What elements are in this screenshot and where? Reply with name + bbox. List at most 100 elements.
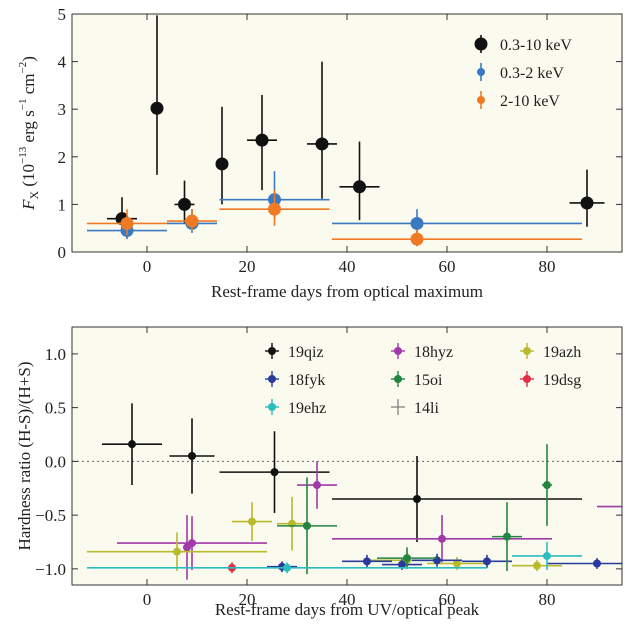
y-tick-label: −0.5 xyxy=(35,506,66,525)
data-point xyxy=(410,232,424,246)
y-tick-label: 1 xyxy=(58,195,67,214)
data-point xyxy=(188,452,196,460)
x-tick-label: 20 xyxy=(239,590,256,609)
data-point xyxy=(283,563,291,572)
legend-marker xyxy=(394,347,402,355)
data-point xyxy=(353,180,366,194)
legend-item: 19dsg xyxy=(520,371,581,389)
y-tick-label: 0 xyxy=(58,243,67,262)
data-point xyxy=(183,543,191,552)
y-tick-label: 4 xyxy=(58,53,67,72)
data-point xyxy=(363,557,371,566)
data-point xyxy=(185,214,199,228)
series-18hyz xyxy=(117,461,622,580)
data-point xyxy=(483,557,491,566)
data-point xyxy=(128,440,136,449)
bottom-x-axis-label: Rest-frame days from UV/optical peak xyxy=(215,600,480,619)
legend-label: 14li xyxy=(414,400,439,417)
top-x-axis-label: Rest-frame days from optical maximum xyxy=(211,282,483,301)
legend-marker xyxy=(268,403,276,411)
data-point xyxy=(453,559,461,568)
legend-marker xyxy=(268,375,276,383)
legend-label: 19dsg xyxy=(543,372,581,389)
x-tick-label: 60 xyxy=(439,257,456,276)
x-tick-label: 40 xyxy=(339,590,356,609)
series-19qiz xyxy=(102,403,582,542)
top-axis-ticks: 0 20 40 60 80 0 1 2 3 4 5 xyxy=(58,5,622,276)
legend-item: 15oi xyxy=(391,371,443,389)
bottom-legend: 19qiz 18hyz 19azh 18fyk 15oi 19dsg 19ehz 14li xyxy=(265,343,581,417)
x-tick-label: 60 xyxy=(439,590,456,609)
legend-item: 2-10 keV xyxy=(477,91,560,110)
legend-item: 19ehz xyxy=(265,399,326,417)
legend-marker xyxy=(477,68,485,76)
legend-item: 0.3-2 keV xyxy=(477,63,564,82)
data-point xyxy=(315,137,329,151)
bottom-data-marks xyxy=(87,403,622,580)
legend-item: 18hyz xyxy=(391,343,453,361)
legend-item: 14li xyxy=(391,399,439,417)
top-plot-background xyxy=(72,14,622,252)
data-point xyxy=(120,216,134,230)
data-point xyxy=(580,196,594,210)
series-15oi xyxy=(277,444,552,575)
data-point xyxy=(313,481,321,490)
data-point xyxy=(248,517,256,526)
legend-item: 0.3-10 keV xyxy=(474,35,572,54)
top-panel: 0 20 40 60 80 0 1 2 3 4 5 0.3-10 keV 0.3-2 keV 2-10 … xyxy=(17,5,623,301)
y-tick-label: 0.0 xyxy=(45,452,66,471)
data-point xyxy=(533,561,541,570)
legend-item: 19azh xyxy=(520,343,581,361)
y-tick-label: 5 xyxy=(58,5,67,24)
legend-marker xyxy=(268,347,276,355)
top-legend: 0.3-10 keV 0.3-2 keV 2-10 keV xyxy=(474,35,572,110)
x-tick-label: 40 xyxy=(339,257,356,276)
legend-label: 15oi xyxy=(414,372,443,389)
data-point xyxy=(268,202,281,216)
legend-item: 18fyk xyxy=(265,371,325,389)
data-point xyxy=(413,495,421,503)
data-point xyxy=(403,554,411,563)
legend-label: 0.3-10 keV xyxy=(500,37,572,54)
data-point xyxy=(410,216,424,230)
legend-marker xyxy=(477,96,485,104)
y-tick-label: 2 xyxy=(58,148,67,167)
x-tick-label: 0 xyxy=(143,590,152,609)
legend-label: 19qiz xyxy=(288,344,324,361)
data-point xyxy=(543,481,551,490)
legend-label: 18fyk xyxy=(288,372,325,389)
top-data-marks xyxy=(87,15,605,247)
y-tick-label: −1.0 xyxy=(35,560,66,579)
bottom-axis-ticks: 0 20 40 60 80 −1.0 −0.5 0.0 0.5 1.0 xyxy=(35,327,622,609)
legend-label: 18hyz xyxy=(414,344,453,361)
data-point xyxy=(215,157,229,171)
data-point xyxy=(255,133,269,147)
legend-label: 19azh xyxy=(543,344,581,361)
bottom-y-axis-label: Hardness ratio (H-S)/(H+S) xyxy=(15,362,34,551)
x-tick-label: 20 xyxy=(239,257,256,276)
bottom-panel: 0 20 40 60 80 −1.0 −0.5 0.0 0.5 1.0 19qiz 18hyz 19a… xyxy=(15,326,623,619)
x-tick-label: 80 xyxy=(539,590,556,609)
data-point xyxy=(503,532,511,541)
data-point xyxy=(178,197,191,211)
y-tick-label: 0.5 xyxy=(45,399,66,418)
data-point xyxy=(398,560,406,569)
series-2-10-kev xyxy=(87,190,582,247)
data-point xyxy=(438,534,446,543)
legend-marker xyxy=(523,347,531,355)
data-point xyxy=(150,101,164,115)
y-tick-label: 3 xyxy=(58,100,67,119)
x-tick-label: 80 xyxy=(539,257,556,276)
data-point xyxy=(270,468,279,477)
legend-marker xyxy=(474,37,488,51)
bottom-plot-background xyxy=(72,327,622,585)
data-point xyxy=(303,521,311,530)
y-tick-label: 1.0 xyxy=(45,345,66,364)
legend-marker xyxy=(523,375,531,383)
top-y-axis-label: FX (10−13 erg s−1 cm−2) xyxy=(17,56,41,211)
series-19ehz xyxy=(87,542,582,574)
data-point xyxy=(543,551,551,560)
series-0-3-10-kev xyxy=(107,15,605,233)
legend-item: 19qiz xyxy=(265,343,324,361)
legend-label: 2-10 keV xyxy=(500,93,560,110)
